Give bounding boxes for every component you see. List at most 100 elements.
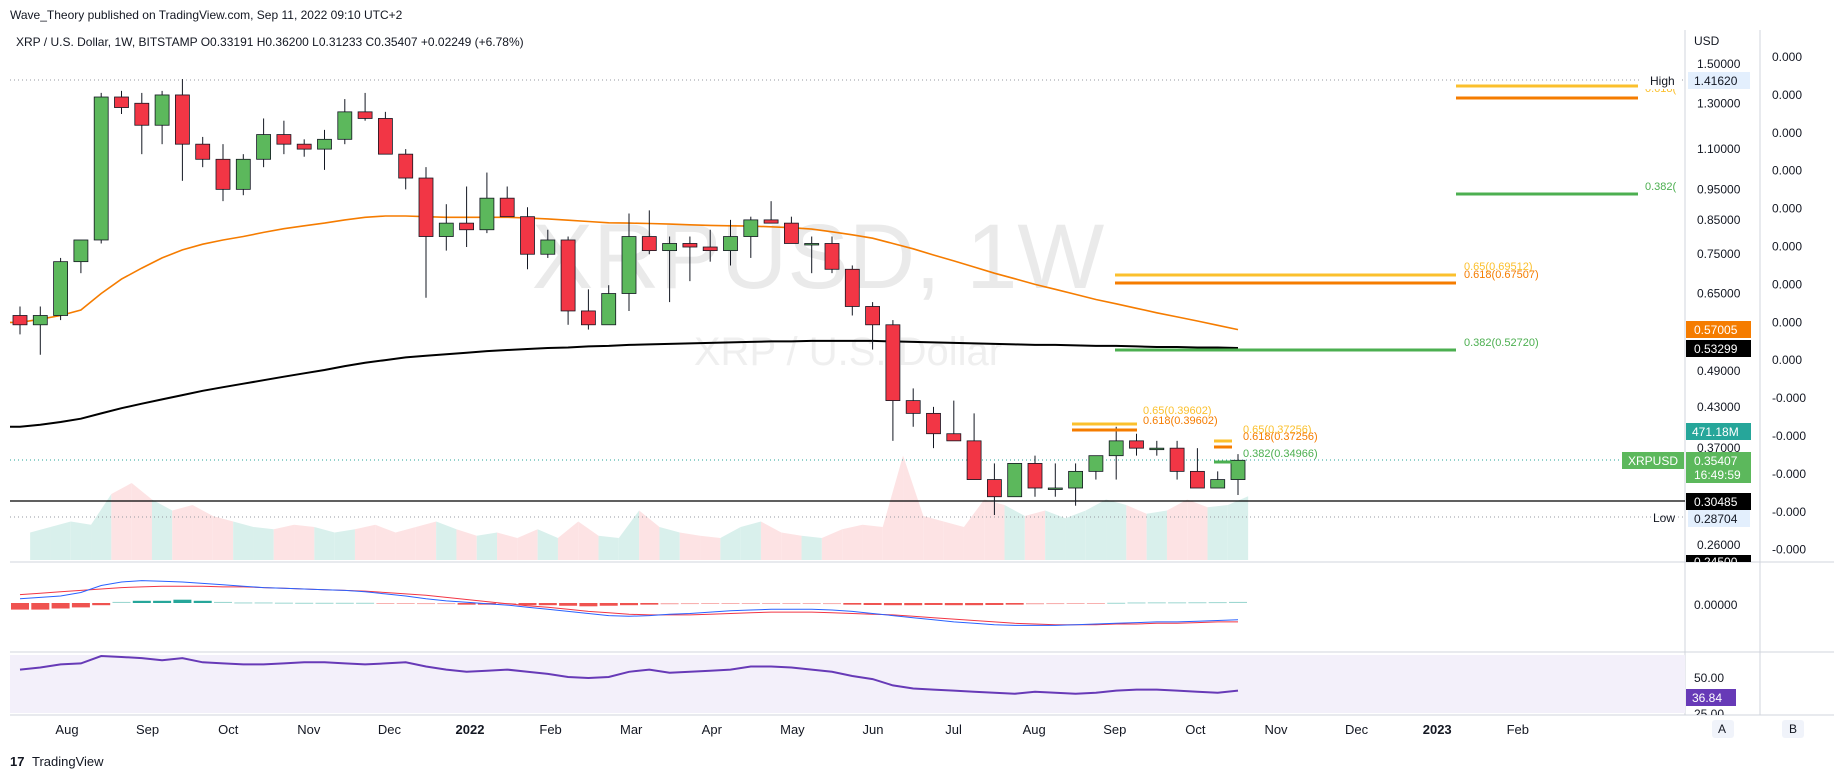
candle-body (337, 111, 353, 140)
macd-histogram-bar (153, 600, 172, 603)
candle (581, 289, 596, 330)
low-value: 0.28704 (1694, 512, 1738, 526)
macd-histogram-bar (985, 603, 1004, 605)
candle (1027, 455, 1043, 497)
candle (601, 285, 617, 326)
candle (905, 388, 921, 427)
candle-body (317, 138, 332, 150)
candle (966, 413, 982, 480)
candle (987, 463, 1002, 516)
candle-body (804, 243, 820, 246)
volume-bar (415, 521, 437, 560)
macd-histogram-bar (660, 603, 679, 605)
volume-bar (334, 529, 355, 560)
volume-bar (1126, 505, 1147, 560)
brand-name: TradingView (32, 754, 104, 769)
time-tick: Aug (1023, 722, 1046, 737)
volume-bar (1207, 505, 1228, 560)
candle (1169, 440, 1185, 480)
candle-body (296, 143, 312, 150)
time-tick: Feb (539, 722, 561, 737)
secondary-tick: 0.000 (1772, 315, 1802, 329)
price-tick: 0.95000 (1697, 182, 1741, 196)
candle (1190, 448, 1205, 489)
candle-body (641, 236, 657, 252)
macd-histogram-bar (721, 603, 740, 604)
time-tick: Mar (620, 722, 643, 737)
macd-histogram-bar (620, 603, 638, 606)
fib-label: 0.382( (1645, 181, 1677, 193)
rsi-pane[interactable] (19, 654, 1239, 695)
candle (215, 144, 231, 202)
candles[interactable] (12, 79, 1246, 516)
candle-body (905, 400, 921, 414)
candle-body (1169, 447, 1185, 472)
b-scale-button[interactable] (1782, 720, 1804, 738)
macd-histogram-bar (1127, 602, 1146, 604)
candle (1068, 463, 1083, 506)
volume-bar (233, 521, 254, 560)
macd-histogram-bar (315, 602, 334, 604)
candle-body (1007, 463, 1023, 498)
secondary-tick: -0.000 (1772, 543, 1806, 557)
candle-body (682, 243, 698, 248)
fib-levels[interactable]: 0.618( 0.382( 0.65(0.69512) 0.618(0.6750… (1072, 83, 1677, 464)
macd-histogram-bar (762, 603, 781, 604)
macd-histogram-bar (234, 602, 253, 604)
axis-currency: USD (1694, 34, 1720, 48)
candle-body (235, 158, 251, 190)
rsi-lower-tick: 25.00 (1694, 707, 1724, 721)
time-tick: Dec (1345, 722, 1369, 737)
fib-label: 0.618(0.37256) (1243, 431, 1318, 443)
volume-bar (212, 516, 234, 560)
candle-body (1190, 470, 1205, 489)
reference-lines (10, 79, 1685, 518)
macd-pane[interactable] (11, 580, 1247, 626)
macd-histogram-bar (1005, 603, 1024, 605)
candle (1047, 463, 1063, 497)
candle (154, 90, 170, 145)
secondary-tick: 0.000 (1772, 164, 1802, 178)
scale-buttons[interactable]: A B (1712, 720, 1804, 738)
candle (1007, 463, 1023, 498)
candle-body (357, 111, 373, 119)
candle-body (53, 261, 68, 316)
macd-histogram-bar (51, 603, 70, 609)
candle (53, 257, 68, 321)
time-tick: Dec (378, 722, 402, 737)
candle (682, 236, 698, 282)
cut-value: 0.24500 (1694, 555, 1738, 569)
candle-body (540, 239, 556, 255)
price-tick: 0.49000 (1697, 364, 1741, 378)
volume-bar (1187, 499, 1208, 560)
candle (32, 306, 48, 355)
time-tick: 2023 (1423, 722, 1452, 737)
volume-bar (1227, 496, 1249, 560)
candle-body (601, 293, 617, 326)
volume-bar (375, 524, 396, 560)
price-tick: 0.65000 (1697, 287, 1741, 301)
secondary-tick: 0.000 (1772, 50, 1802, 64)
tradingview-logo-icon: 17 (10, 754, 24, 769)
time-axis[interactable]: Aug Sep Oct Nov Dec 2022 Feb Mar Apr May Jun Jul Aug… (55, 722, 1529, 737)
candle-body (154, 94, 170, 126)
candle (520, 207, 535, 270)
price-axis[interactable]: 1.50000 1.30000 1.10000 0.95000 0.85000 0.750… (1697, 57, 1741, 552)
bar-countdown: 16:49:59 (1694, 468, 1741, 482)
candle-body (114, 96, 129, 108)
candle-body (499, 197, 515, 218)
price-tick: 1.30000 (1697, 96, 1741, 110)
auto-scale-button[interactable] (1712, 720, 1734, 738)
candle (479, 172, 495, 234)
candle-body (1088, 455, 1104, 472)
volume-bar (984, 499, 1005, 560)
secondary-tick: 0.000 (1772, 126, 1802, 140)
price-tick: 0.37000 (1697, 441, 1741, 455)
close-value: 0.35407 (1694, 454, 1738, 468)
candle-body (520, 216, 535, 255)
volume-bar (294, 524, 315, 560)
volume-bar (131, 483, 152, 560)
macd-histogram-bar (965, 603, 984, 606)
volume-bar (1085, 499, 1107, 560)
